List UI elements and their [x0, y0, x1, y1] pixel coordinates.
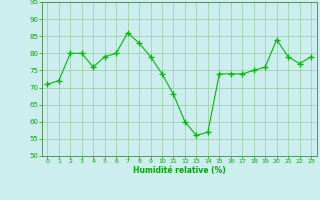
X-axis label: Humidité relative (%): Humidité relative (%)	[133, 166, 226, 175]
